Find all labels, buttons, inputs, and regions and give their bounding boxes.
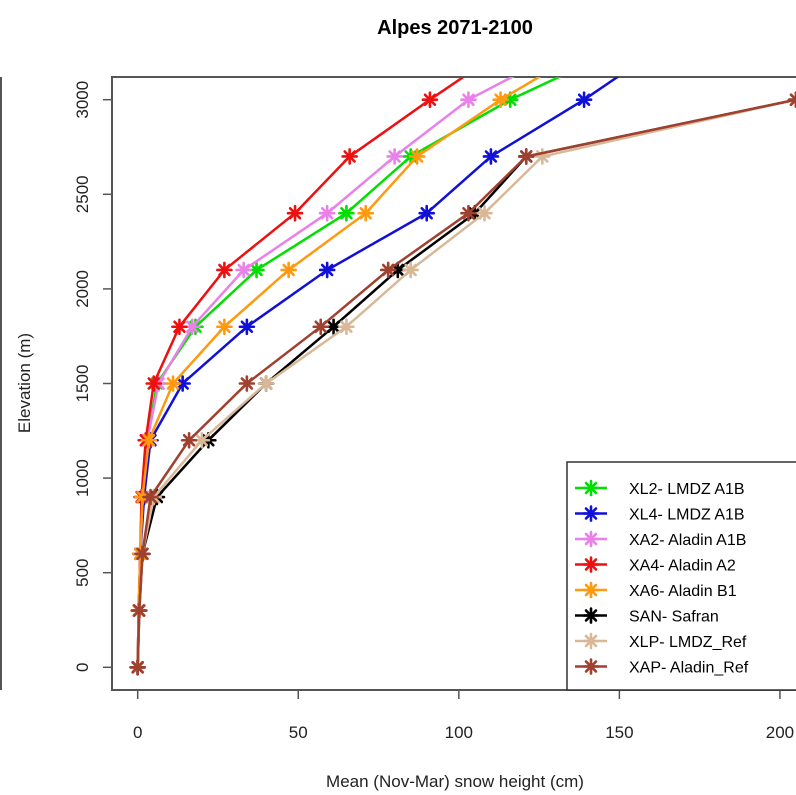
series-line — [136, 97, 796, 668]
data-point — [418, 204, 436, 222]
data-point — [318, 261, 336, 279]
x-tick-label: 200 — [766, 723, 794, 742]
y-tick-label: 2500 — [73, 175, 92, 213]
data-point — [286, 204, 304, 222]
data-point — [338, 318, 355, 336]
y-axis-label: Elevation (m) — [15, 333, 34, 433]
data-point — [142, 488, 159, 506]
data-point — [582, 479, 600, 497]
data-point — [238, 375, 256, 392]
data-point — [341, 148, 358, 165]
x-tick-label: 50 — [289, 723, 308, 742]
series-line — [136, 77, 542, 668]
data-point — [476, 204, 493, 222]
data-point — [460, 204, 477, 222]
legend-label: XA4- Aladin A2 — [629, 558, 736, 575]
legend-label: XA2- Aladin A1B — [629, 532, 746, 549]
data-point — [130, 602, 148, 619]
data-point — [482, 148, 500, 165]
data-point — [582, 658, 600, 675]
data-point — [575, 91, 593, 109]
data-point — [582, 530, 600, 548]
data-point — [134, 545, 151, 563]
y-tick-label: 500 — [73, 559, 92, 587]
series-line — [136, 77, 515, 668]
legend: XL2- LMDZ A1B XL4- LMDZ A1B XA2- Aladin A1… — [566, 461, 796, 691]
data-point — [379, 261, 397, 279]
legend-item: XA4- Aladin A2 — [575, 556, 736, 575]
legend-item: XA2- Aladin A1B — [575, 530, 746, 549]
data-point — [216, 261, 233, 279]
data-point — [183, 318, 201, 336]
legend-item: XAP- Aladin_Ref — [575, 658, 749, 677]
legend-label: XL2- LMDZ A1B — [629, 481, 745, 498]
x-tick-label: 150 — [605, 723, 633, 742]
legend-item: XL2- LMDZ A1B — [575, 479, 745, 498]
x-tick-label: 100 — [445, 723, 473, 742]
data-point — [517, 148, 535, 165]
data-point — [312, 318, 330, 336]
data-point — [582, 581, 600, 599]
data-point — [129, 658, 146, 676]
data-point — [582, 607, 600, 624]
data-point — [408, 148, 426, 165]
legend-label: XLP- LMDZ_Ref — [629, 634, 747, 651]
data-point — [180, 431, 198, 449]
data-point — [216, 318, 233, 336]
x-axis-label: Mean (Nov-Mar) snow height (cm) — [326, 772, 584, 791]
chart-title: Alpes 2071-2100 — [377, 17, 533, 39]
data-point — [582, 632, 600, 650]
data-point — [402, 261, 419, 279]
data-point — [582, 556, 600, 573]
data-point — [280, 261, 297, 279]
data-point — [787, 91, 796, 109]
data-point — [492, 91, 509, 109]
series-line — [136, 77, 620, 668]
y-tick-label: 2000 — [73, 270, 92, 308]
y-tick-label: 1000 — [73, 459, 92, 497]
data-point — [140, 431, 158, 449]
x-tick-label: 0 — [133, 723, 142, 742]
data-point — [460, 91, 477, 109]
legend-item: XL4- LMDZ A1B — [575, 505, 745, 524]
data-point — [318, 204, 336, 222]
legend-item: XA6- Aladin B1 — [575, 581, 737, 600]
y-tick-label: 1500 — [73, 365, 92, 403]
legend-label: XAP- Aladin_Ref — [629, 660, 749, 677]
data-point — [582, 505, 600, 522]
data-point — [171, 318, 188, 336]
data-point — [386, 148, 403, 165]
data-point — [145, 375, 163, 392]
data-point — [257, 375, 275, 392]
data-point — [338, 204, 355, 222]
data-point — [238, 318, 256, 336]
data-point — [164, 375, 182, 392]
y-tick-label: 0 — [73, 663, 92, 672]
plot-area — [129, 77, 796, 676]
legend-label: SAN- Safran — [629, 609, 719, 626]
legend-label: XL4- LMDZ A1B — [629, 507, 745, 524]
legend-item: SAN- Safran — [575, 607, 719, 626]
legend-label: XA6- Aladin B1 — [629, 583, 737, 600]
y-tick-label: 3000 — [73, 81, 92, 119]
data-point — [421, 91, 439, 109]
legend-item: XLP- LMDZ_Ref — [575, 632, 747, 651]
legend-box — [566, 461, 796, 691]
data-point — [357, 204, 374, 222]
data-point — [235, 261, 252, 279]
